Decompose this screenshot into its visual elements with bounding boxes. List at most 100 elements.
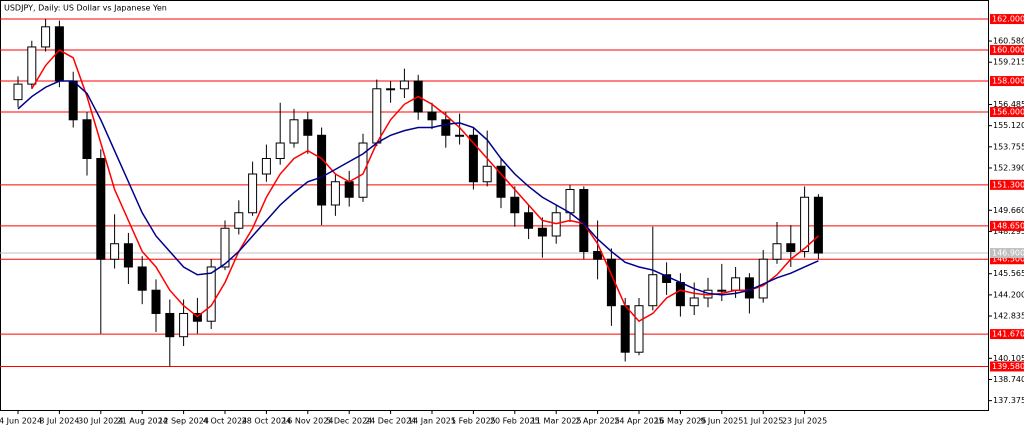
level-label: 156.000 — [992, 108, 1024, 117]
candle-body — [206, 266, 216, 322]
candle-body — [772, 243, 782, 260]
candle-body — [800, 196, 810, 252]
candle-body — [675, 281, 685, 307]
level-label-box — [990, 45, 1024, 56]
level-label: 146.500 — [992, 255, 1024, 264]
candle-body — [275, 142, 285, 160]
x-tick-label: 11 Mar 2025 — [531, 417, 582, 426]
level-label: 139.580 — [992, 362, 1024, 371]
y-tick-label: 140.105 — [993, 354, 1024, 363]
current-price-box — [990, 248, 1024, 259]
candle-body — [689, 297, 699, 307]
y-tick-label: 137.375 — [993, 396, 1024, 405]
candle-body — [248, 173, 258, 214]
level-label-box — [990, 179, 1024, 190]
x-tick-label: 12 Sep 2024 — [158, 417, 209, 426]
plot-frame — [0, 0, 989, 411]
candle-body — [399, 80, 409, 90]
candle-body — [13, 83, 23, 101]
candle-body — [110, 243, 120, 260]
candle-body — [261, 158, 271, 175]
x-tick-label: 4 Oct 2024 — [203, 417, 247, 426]
x-tick-label: 8 Jul 2024 — [39, 417, 79, 426]
x-tick-label: 16 May 2025 — [654, 417, 706, 426]
moving-average — [31, 49, 819, 323]
y-tick-label: 148.295 — [993, 227, 1024, 236]
x-tick-label: 1 Jul 2025 — [743, 417, 783, 426]
x-tick-label: 23 Jul 2025 — [782, 417, 827, 426]
candle-body — [634, 305, 644, 353]
candle-body — [344, 181, 354, 198]
x-tick-label: 24 Apr 2025 — [614, 417, 663, 426]
level-label-box — [990, 329, 1024, 340]
current-price-label: 146.900 — [992, 249, 1024, 258]
candle-body — [220, 227, 230, 268]
y-tick-label: 138.740 — [993, 375, 1024, 384]
candle-body — [482, 165, 492, 183]
level-label-box — [990, 220, 1024, 231]
level-label-box — [990, 361, 1024, 372]
candle-body — [317, 134, 327, 206]
candle-body — [524, 212, 534, 229]
x-tick-label: 2 Apr 2025 — [575, 417, 619, 426]
candle-body — [648, 274, 658, 307]
chart-title: USDJPY, Daily: US Dollar vs Japanese Yen — [4, 4, 167, 13]
candle-body — [455, 134, 465, 137]
candle-body — [303, 119, 313, 136]
y-tick-label: 144.200 — [993, 290, 1024, 299]
x-tick-label: 20 Feb 2025 — [490, 417, 540, 426]
candle-body — [27, 46, 37, 85]
candle-body — [137, 266, 147, 291]
candle-body — [786, 243, 796, 252]
candle-body — [731, 277, 741, 291]
level-label: 148.650 — [992, 221, 1024, 230]
level-label-box — [990, 107, 1024, 118]
candle-body — [165, 312, 175, 338]
x-tick-label: 16 Nov 2024 — [282, 417, 333, 426]
y-tick-label: 155.120 — [993, 121, 1024, 130]
x-tick-label: 24 Dec 2024 — [365, 417, 416, 426]
y-tick-label: 152.390 — [993, 163, 1024, 172]
level-label-box — [990, 254, 1024, 265]
y-tick-label: 145.565 — [993, 269, 1024, 278]
candle-body — [123, 243, 133, 268]
x-tick-label: 21 Aug 2024 — [117, 417, 168, 426]
y-tick-label: 156.485 — [993, 100, 1024, 109]
x-tick-label: 14 Jun 2024 — [0, 417, 42, 426]
candle-body — [179, 312, 189, 338]
candle-body — [744, 277, 754, 299]
level-label: 158.000 — [992, 77, 1024, 86]
moving-average — [17, 80, 819, 296]
level-label-box — [990, 14, 1024, 25]
y-tick-label: 153.755 — [993, 142, 1024, 151]
candle-body — [468, 134, 478, 183]
y-tick-label: 149.660 — [993, 206, 1024, 215]
candle-body — [813, 196, 823, 254]
candle-body — [358, 142, 368, 198]
candle-body — [551, 212, 561, 237]
y-tick-label: 159.215 — [993, 58, 1024, 67]
candle-body — [565, 189, 575, 214]
candle-body — [234, 212, 244, 229]
x-tick-label: 30 Jul 2024 — [78, 417, 123, 426]
candle-body — [427, 111, 437, 121]
candle-body — [496, 165, 506, 198]
x-tick-label: 5 Dec 2024 — [326, 417, 372, 426]
x-tick-label: 1 Feb 2025 — [451, 417, 496, 426]
x-tick-label: 9 Jun 2025 — [700, 417, 743, 426]
candle-body — [68, 80, 78, 121]
candle-body — [510, 196, 520, 214]
x-tick-label: 14 Jan 2025 — [408, 417, 456, 426]
candle-body — [41, 26, 51, 48]
candle-body — [330, 181, 340, 206]
x-tick-label: 28 Oct 2024 — [242, 417, 291, 426]
level-label: 160.000 — [992, 46, 1024, 55]
candle-body — [372, 88, 382, 144]
candle-body — [82, 119, 92, 160]
candle-body — [386, 88, 396, 91]
candle-body — [593, 250, 603, 260]
candle-body — [758, 258, 768, 299]
y-tick-label: 142.835 — [993, 312, 1024, 321]
candle-body — [537, 227, 547, 237]
